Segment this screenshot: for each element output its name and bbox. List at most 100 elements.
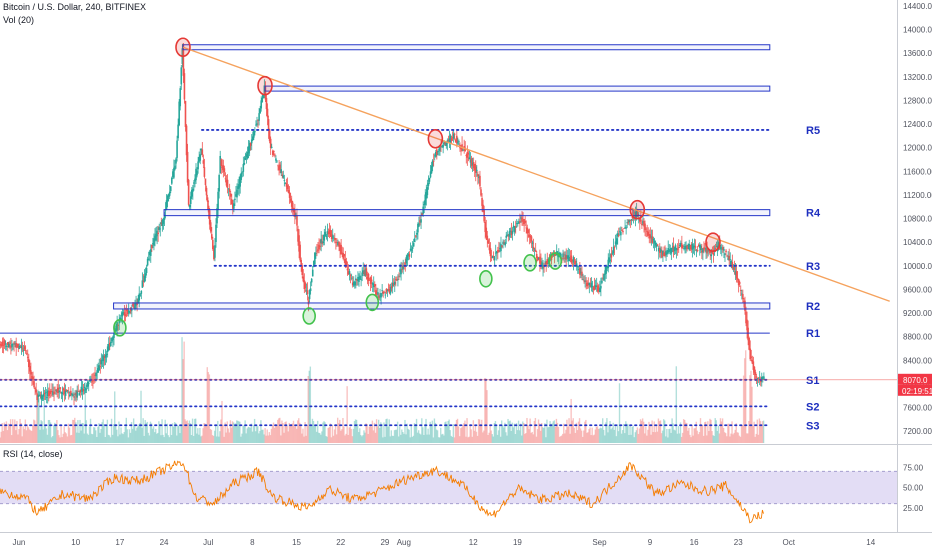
candle-body bbox=[658, 248, 661, 253]
candle-body bbox=[234, 198, 236, 201]
candle-body bbox=[705, 247, 707, 253]
candle-body bbox=[254, 131, 256, 133]
volume-bar bbox=[123, 432, 125, 443]
candle-body bbox=[475, 169, 478, 172]
volume-bar bbox=[620, 433, 623, 443]
candle-body bbox=[154, 235, 156, 241]
candle-body bbox=[223, 168, 226, 173]
candle-body bbox=[420, 219, 422, 223]
volume-bar bbox=[505, 432, 507, 443]
candle-body bbox=[751, 359, 754, 364]
candle-body bbox=[583, 280, 585, 282]
candle-body bbox=[117, 324, 119, 326]
volume-bar bbox=[62, 433, 64, 443]
volume-bar bbox=[33, 419, 35, 443]
candle-body bbox=[636, 213, 639, 216]
candle-body bbox=[518, 221, 520, 224]
volume-bar bbox=[226, 421, 228, 443]
volume-bar bbox=[115, 424, 117, 443]
volume-bar bbox=[428, 434, 430, 443]
candle-body bbox=[309, 288, 312, 292]
candle-body bbox=[626, 222, 628, 224]
volume-bar bbox=[451, 436, 454, 443]
candle-body bbox=[633, 212, 636, 214]
volume-bar bbox=[583, 430, 585, 443]
candle-body bbox=[444, 141, 447, 145]
volume-bar bbox=[465, 436, 467, 443]
rsi-overbought-oversold-band bbox=[0, 471, 897, 504]
volume-bar bbox=[371, 420, 374, 443]
candle-body bbox=[487, 240, 490, 244]
volume-bar bbox=[632, 425, 634, 443]
candle-body bbox=[363, 271, 366, 275]
candle-body bbox=[281, 174, 284, 176]
candle-body bbox=[533, 249, 536, 251]
volume-bar bbox=[290, 424, 293, 443]
candle-body bbox=[462, 149, 464, 151]
candle-body bbox=[509, 230, 512, 233]
candle-body bbox=[84, 388, 87, 391]
volume-bar bbox=[211, 435, 214, 443]
volume-bar bbox=[550, 423, 552, 443]
candle-body bbox=[418, 223, 420, 227]
candle-body bbox=[331, 236, 334, 238]
volume-bar bbox=[410, 425, 412, 443]
candle-body bbox=[345, 260, 348, 268]
volume-bar bbox=[212, 435, 215, 443]
volume-bar bbox=[470, 429, 472, 443]
candle-body bbox=[335, 242, 337, 244]
time-tick-label: 19 bbox=[513, 538, 522, 547]
volume-bar bbox=[618, 383, 621, 443]
price-tick-label: 7600.00 bbox=[903, 404, 932, 413]
volume-bar bbox=[472, 420, 475, 443]
volume-bar bbox=[209, 428, 212, 443]
candle-body bbox=[19, 347, 22, 348]
candle-body bbox=[60, 391, 63, 393]
volume-bar bbox=[628, 434, 630, 443]
candle-body bbox=[366, 277, 369, 279]
volume-bar bbox=[487, 435, 489, 443]
trough-marker bbox=[523, 254, 537, 272]
candle-body bbox=[99, 365, 102, 367]
candle-body bbox=[321, 242, 324, 244]
candle-body bbox=[188, 204, 191, 208]
volume-bar bbox=[17, 434, 19, 443]
volume-bar bbox=[576, 430, 579, 443]
volume-bar bbox=[461, 427, 463, 443]
volume-bar bbox=[401, 429, 403, 443]
volume-bar bbox=[152, 426, 155, 443]
volume-bar bbox=[466, 418, 468, 443]
candle-body bbox=[579, 267, 581, 275]
volume-bar bbox=[672, 423, 674, 443]
candle-body bbox=[205, 187, 208, 196]
candle-body bbox=[303, 280, 306, 290]
volume-bar bbox=[151, 428, 154, 443]
volume-bar bbox=[7, 423, 10, 443]
candle-body bbox=[495, 251, 498, 254]
volume-bar bbox=[565, 429, 567, 443]
volume-bar bbox=[510, 430, 512, 443]
candle-body bbox=[522, 220, 524, 222]
candle-body bbox=[530, 236, 533, 242]
trough-marker bbox=[302, 307, 316, 325]
price-tick-label: 11600.00 bbox=[903, 167, 932, 176]
volume-bar bbox=[373, 422, 376, 443]
volume-bar bbox=[295, 428, 298, 443]
candle-body bbox=[268, 129, 271, 142]
candle-body bbox=[623, 228, 625, 229]
time-tick-label: 10 bbox=[71, 538, 80, 547]
candle-body bbox=[249, 142, 252, 146]
candle-body bbox=[745, 311, 747, 324]
candle-body bbox=[199, 154, 202, 161]
candle-body bbox=[486, 235, 489, 240]
volume-bar bbox=[473, 430, 476, 443]
volume-bar bbox=[309, 366, 312, 443]
volume-bar bbox=[621, 430, 624, 443]
volume-bar bbox=[727, 423, 729, 443]
candle-body bbox=[553, 252, 556, 256]
volume-bar bbox=[469, 424, 471, 443]
volume-bar bbox=[82, 423, 84, 443]
candle-body bbox=[149, 249, 152, 256]
volume-bar bbox=[646, 435, 648, 443]
